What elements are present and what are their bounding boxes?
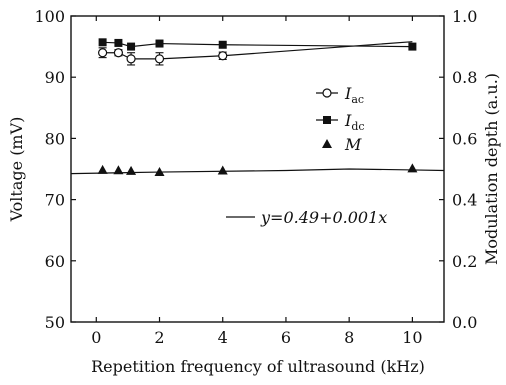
data-point-0-2: [126, 54, 136, 64]
fit-annotation: y=0.49+0.001x: [226, 208, 387, 227]
legend-item-m: M: [322, 135, 362, 154]
data-point-2-1: [113, 165, 124, 175]
legend-label-idc: Idc: [344, 111, 365, 133]
legend-marker-filled-square: [323, 116, 331, 124]
fit-line: [70, 168, 445, 175]
data-point-2-0: [97, 164, 108, 174]
data-point-0-3: [154, 54, 165, 64]
legend-item-idc: Idc: [316, 111, 365, 133]
data-point-0-1: [113, 48, 124, 58]
data-point-0-0: [98, 48, 108, 58]
x-axis-label: Repetition frequency of ultrasound (kHz): [91, 357, 425, 376]
data-point-2-5: [407, 163, 418, 173]
legend-marker-filled-triangle: [322, 139, 332, 148]
legend-label-iac: Iac: [344, 84, 364, 106]
legend-label-m: M: [344, 135, 362, 154]
y-left-tick-label-1: 60: [45, 252, 65, 271]
legend: Iac Idc M: [316, 84, 365, 154]
fit-equation-label: y=0.49+0.001x: [260, 208, 387, 227]
y-right-tick-label-3: 0.6: [452, 129, 477, 148]
legend-marker-open-circle: [322, 88, 332, 98]
y-right-tick-label-1: 0.2: [452, 252, 477, 271]
plot-frame: [70, 15, 445, 323]
data-point-1-5: [408, 42, 417, 51]
data-point-2-2: [126, 165, 137, 175]
x-tick-label-3: 6: [281, 328, 291, 347]
x-tick-label-0: 0: [91, 328, 101, 347]
y-right-tick-label-4: 0.8: [452, 68, 477, 87]
y-right-tick-label-0: 0.0: [452, 313, 477, 332]
data-point-1-4: [218, 40, 227, 49]
axis-ticks: 0 2 4 6 8 10 50 60 70 80 90 100 0.0 0.2 0.4 0.6 0.8 1.0: [34, 7, 477, 347]
y-axis-label-left: Voltage (mV): [7, 117, 26, 223]
x-tick-label-5: 10: [402, 328, 422, 347]
data-point-1-0: [98, 38, 107, 47]
data-point-2-4: [217, 165, 228, 175]
series-layer: [70, 38, 445, 177]
y-left-tick-label-3: 80: [45, 129, 65, 148]
legend-item-iac: Iac: [316, 84, 364, 106]
y-left-tick-label-5: 100: [34, 7, 65, 26]
x-tick-label-1: 2: [154, 328, 164, 347]
x-tick-label-2: 4: [218, 328, 228, 347]
y-right-tick-label-2: 0.4: [452, 191, 477, 210]
series-line-1: [102, 41, 413, 48]
y-left-tick-label-4: 90: [45, 68, 65, 87]
y-left-tick-label-2: 70: [45, 191, 65, 210]
data-point-0-4: [218, 51, 228, 61]
y-left-tick-label-0: 50: [45, 313, 65, 332]
y-axis-label-right: Modulation depth (a.u.): [482, 73, 501, 265]
y-right-tick-label-5: 1.0: [452, 7, 477, 26]
data-point-1-3: [155, 39, 164, 48]
x-tick-label-4: 8: [344, 328, 354, 347]
data-point-1-2: [127, 42, 136, 51]
data-point-1-1: [114, 38, 123, 47]
